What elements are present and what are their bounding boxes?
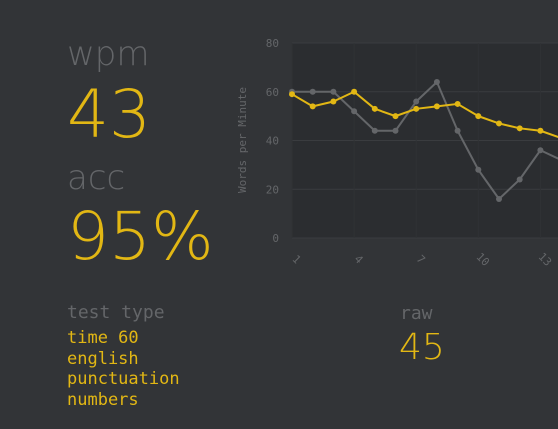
y-tick-label: 40 bbox=[266, 135, 279, 148]
raw-point bbox=[351, 108, 357, 114]
raw-point bbox=[413, 99, 419, 105]
raw-point bbox=[393, 128, 399, 134]
raw-point bbox=[475, 167, 481, 173]
y-tick-label: 60 bbox=[266, 86, 279, 99]
wpm-point bbox=[393, 113, 399, 119]
x-axis: 1 4 7 10 13 bbox=[290, 250, 555, 269]
acc-label: acc bbox=[67, 158, 125, 198]
test-type-numbers: numbers bbox=[67, 390, 180, 411]
raw-label: raw bbox=[400, 303, 433, 324]
wpm-point bbox=[413, 106, 419, 112]
y-axis-label: Words per Minute bbox=[236, 87, 249, 193]
raw-point bbox=[537, 147, 543, 153]
raw-point bbox=[496, 196, 502, 202]
wpm-value: 43 bbox=[67, 82, 151, 148]
test-type-punctuation: punctuation bbox=[67, 369, 180, 390]
wpm-label: wpm bbox=[67, 34, 150, 74]
wpm-point bbox=[496, 120, 502, 126]
test-type-mode: time 60 bbox=[67, 328, 180, 349]
wpm-point bbox=[537, 128, 543, 134]
test-type-language: english bbox=[67, 349, 180, 370]
y-tick-label: 20 bbox=[266, 183, 279, 196]
raw-point bbox=[517, 177, 523, 183]
wpm-point bbox=[455, 101, 461, 107]
wpm-point bbox=[517, 125, 523, 131]
acc-value: 95% bbox=[67, 204, 214, 270]
raw-value: 45 bbox=[399, 330, 445, 366]
wpm-point bbox=[475, 113, 481, 119]
wpm-point bbox=[330, 99, 336, 105]
y-axis: 0 20 40 60 80 bbox=[266, 37, 279, 245]
x-tick-label: 10 bbox=[473, 250, 492, 269]
raw-point bbox=[434, 79, 440, 85]
y-tick-label: 80 bbox=[266, 37, 279, 50]
wpm-point bbox=[372, 106, 378, 112]
raw-point bbox=[310, 89, 316, 95]
raw-point bbox=[330, 89, 336, 95]
raw-point bbox=[455, 128, 461, 134]
test-type-label: test type bbox=[67, 302, 165, 323]
wpm-point bbox=[310, 103, 316, 109]
wpm-point bbox=[351, 89, 357, 95]
wpm-point bbox=[289, 91, 295, 97]
x-tick-label: 1 bbox=[290, 253, 304, 267]
test-type-details: time 60 english punctuation numbers bbox=[67, 328, 180, 410]
x-tick-label: 13 bbox=[536, 250, 555, 269]
x-tick-label: 4 bbox=[352, 253, 366, 267]
raw-point bbox=[372, 128, 378, 134]
x-tick-label: 7 bbox=[414, 253, 428, 267]
y-tick-label: 0 bbox=[272, 232, 279, 245]
wpm-point bbox=[434, 103, 440, 109]
